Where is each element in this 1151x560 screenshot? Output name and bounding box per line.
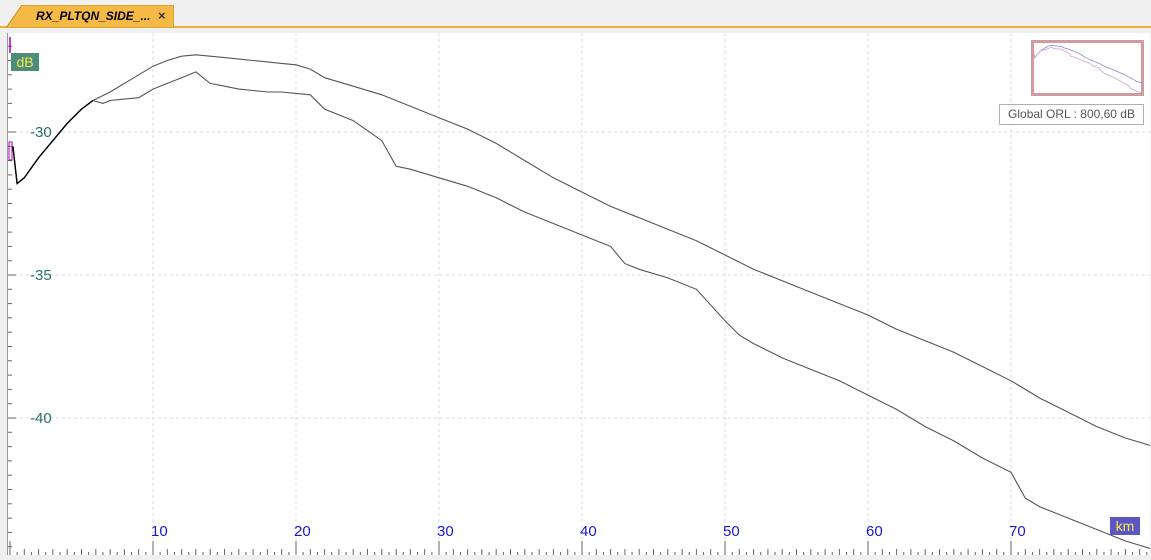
otdr-trace-chart[interactable]: 10 20 30 40 50 60 70 -30 -35 -40 [8,31,1151,555]
trace-series-2 [12,71,1151,550]
trace-series-1 [12,54,1151,447]
close-icon[interactable]: × [158,8,166,23]
overview-svg [1032,41,1143,95]
y-tick-label: -40 [30,410,52,427]
trace-launch-segment [12,99,94,185]
x-tick-label: 30 [437,523,454,540]
plot-area[interactable]: 10 20 30 40 50 60 70 -30 -35 -40 [7,31,1151,555]
x-tick-label: 70 [1009,523,1026,540]
x-tick-label: 10 [151,523,168,540]
launch-marker [8,141,13,161]
overview-window [1032,41,1143,95]
x-tick-label: 20 [294,523,311,540]
x-tick-label: 50 [723,523,740,540]
y-tick-label: -30 [30,124,52,141]
x-tick-label: 60 [866,523,883,540]
trace-overview-thumbnail[interactable] [1031,40,1144,96]
global-orl-readout: Global ORL : 800,60 dB [999,104,1144,125]
overview-trace [1033,45,1143,84]
x-unit-badge: km [1110,517,1140,535]
tab-trace-file[interactable]: RX_PLTQN_SIDE_... × [6,5,174,28]
tab-shape [6,5,174,28]
overview-trace [1033,46,1143,94]
y-tick-label: -35 [30,267,52,284]
tab-bar: RX_PLTQN_SIDE_... × [0,0,1151,28]
y-unit-badge: dB [11,53,39,71]
tab-label: RX_PLTQN_SIDE_... [36,9,151,23]
x-tick-label: 40 [580,523,597,540]
